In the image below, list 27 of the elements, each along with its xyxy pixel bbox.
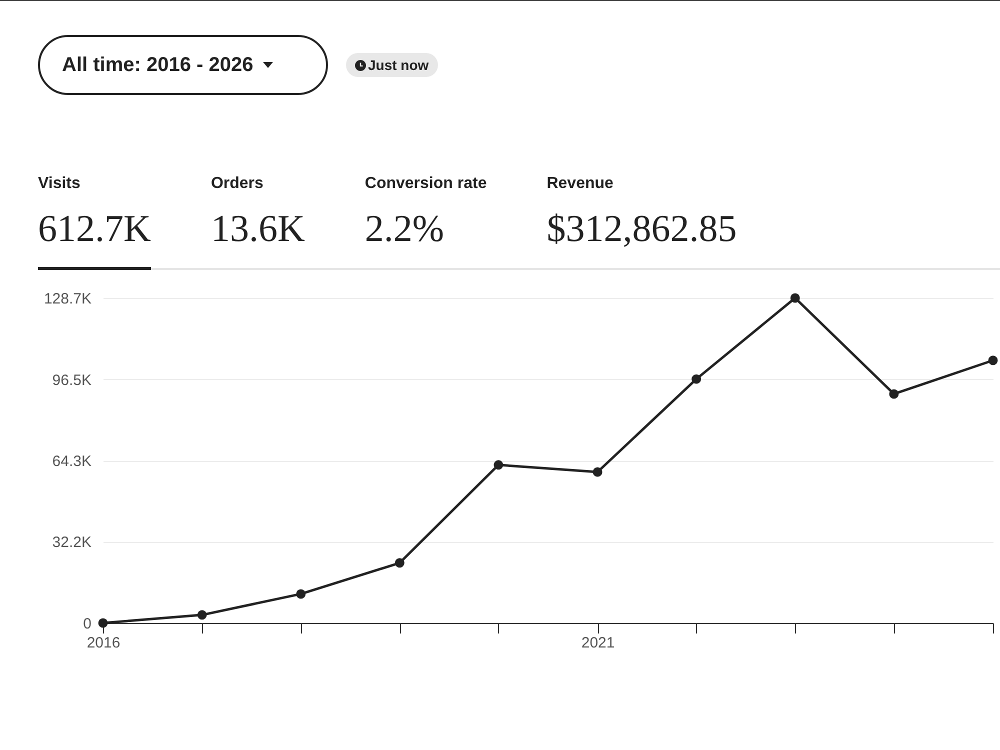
text: Revenue — [546, 175, 614, 193]
x-tick-label: 2021 — [581, 634, 615, 652]
point — [692, 374, 702, 384]
text: $312,862.85 — [546, 207, 737, 251]
y-tick-label: 96.5K — [52, 372, 92, 389]
point — [592, 467, 602, 477]
text: Orders — [210, 175, 264, 193]
y-tick-label: 128.7K — [44, 290, 92, 308]
point — [790, 293, 800, 303]
text: Just now — [368, 57, 429, 73]
y-tick-label: 32.2K — [52, 534, 92, 552]
text: Conversion rate — [364, 175, 487, 193]
x-tick-label: 2016 — [86, 634, 120, 652]
y-tick-label: 64.3K — [52, 453, 92, 470]
point — [494, 460, 504, 470]
point — [98, 618, 108, 628]
point — [296, 589, 306, 599]
text: Visits — [38, 175, 82, 193]
point — [197, 610, 207, 620]
point — [394, 558, 404, 568]
text: 612.7K — [38, 207, 151, 251]
point — [988, 356, 998, 366]
text: 13.6K — [210, 207, 305, 251]
text: All time: 2016 - 2026 — [62, 54, 254, 76]
point — [889, 389, 899, 399]
y-tick-label: 0 — [83, 616, 92, 632]
text: 2.2% — [364, 207, 446, 251]
